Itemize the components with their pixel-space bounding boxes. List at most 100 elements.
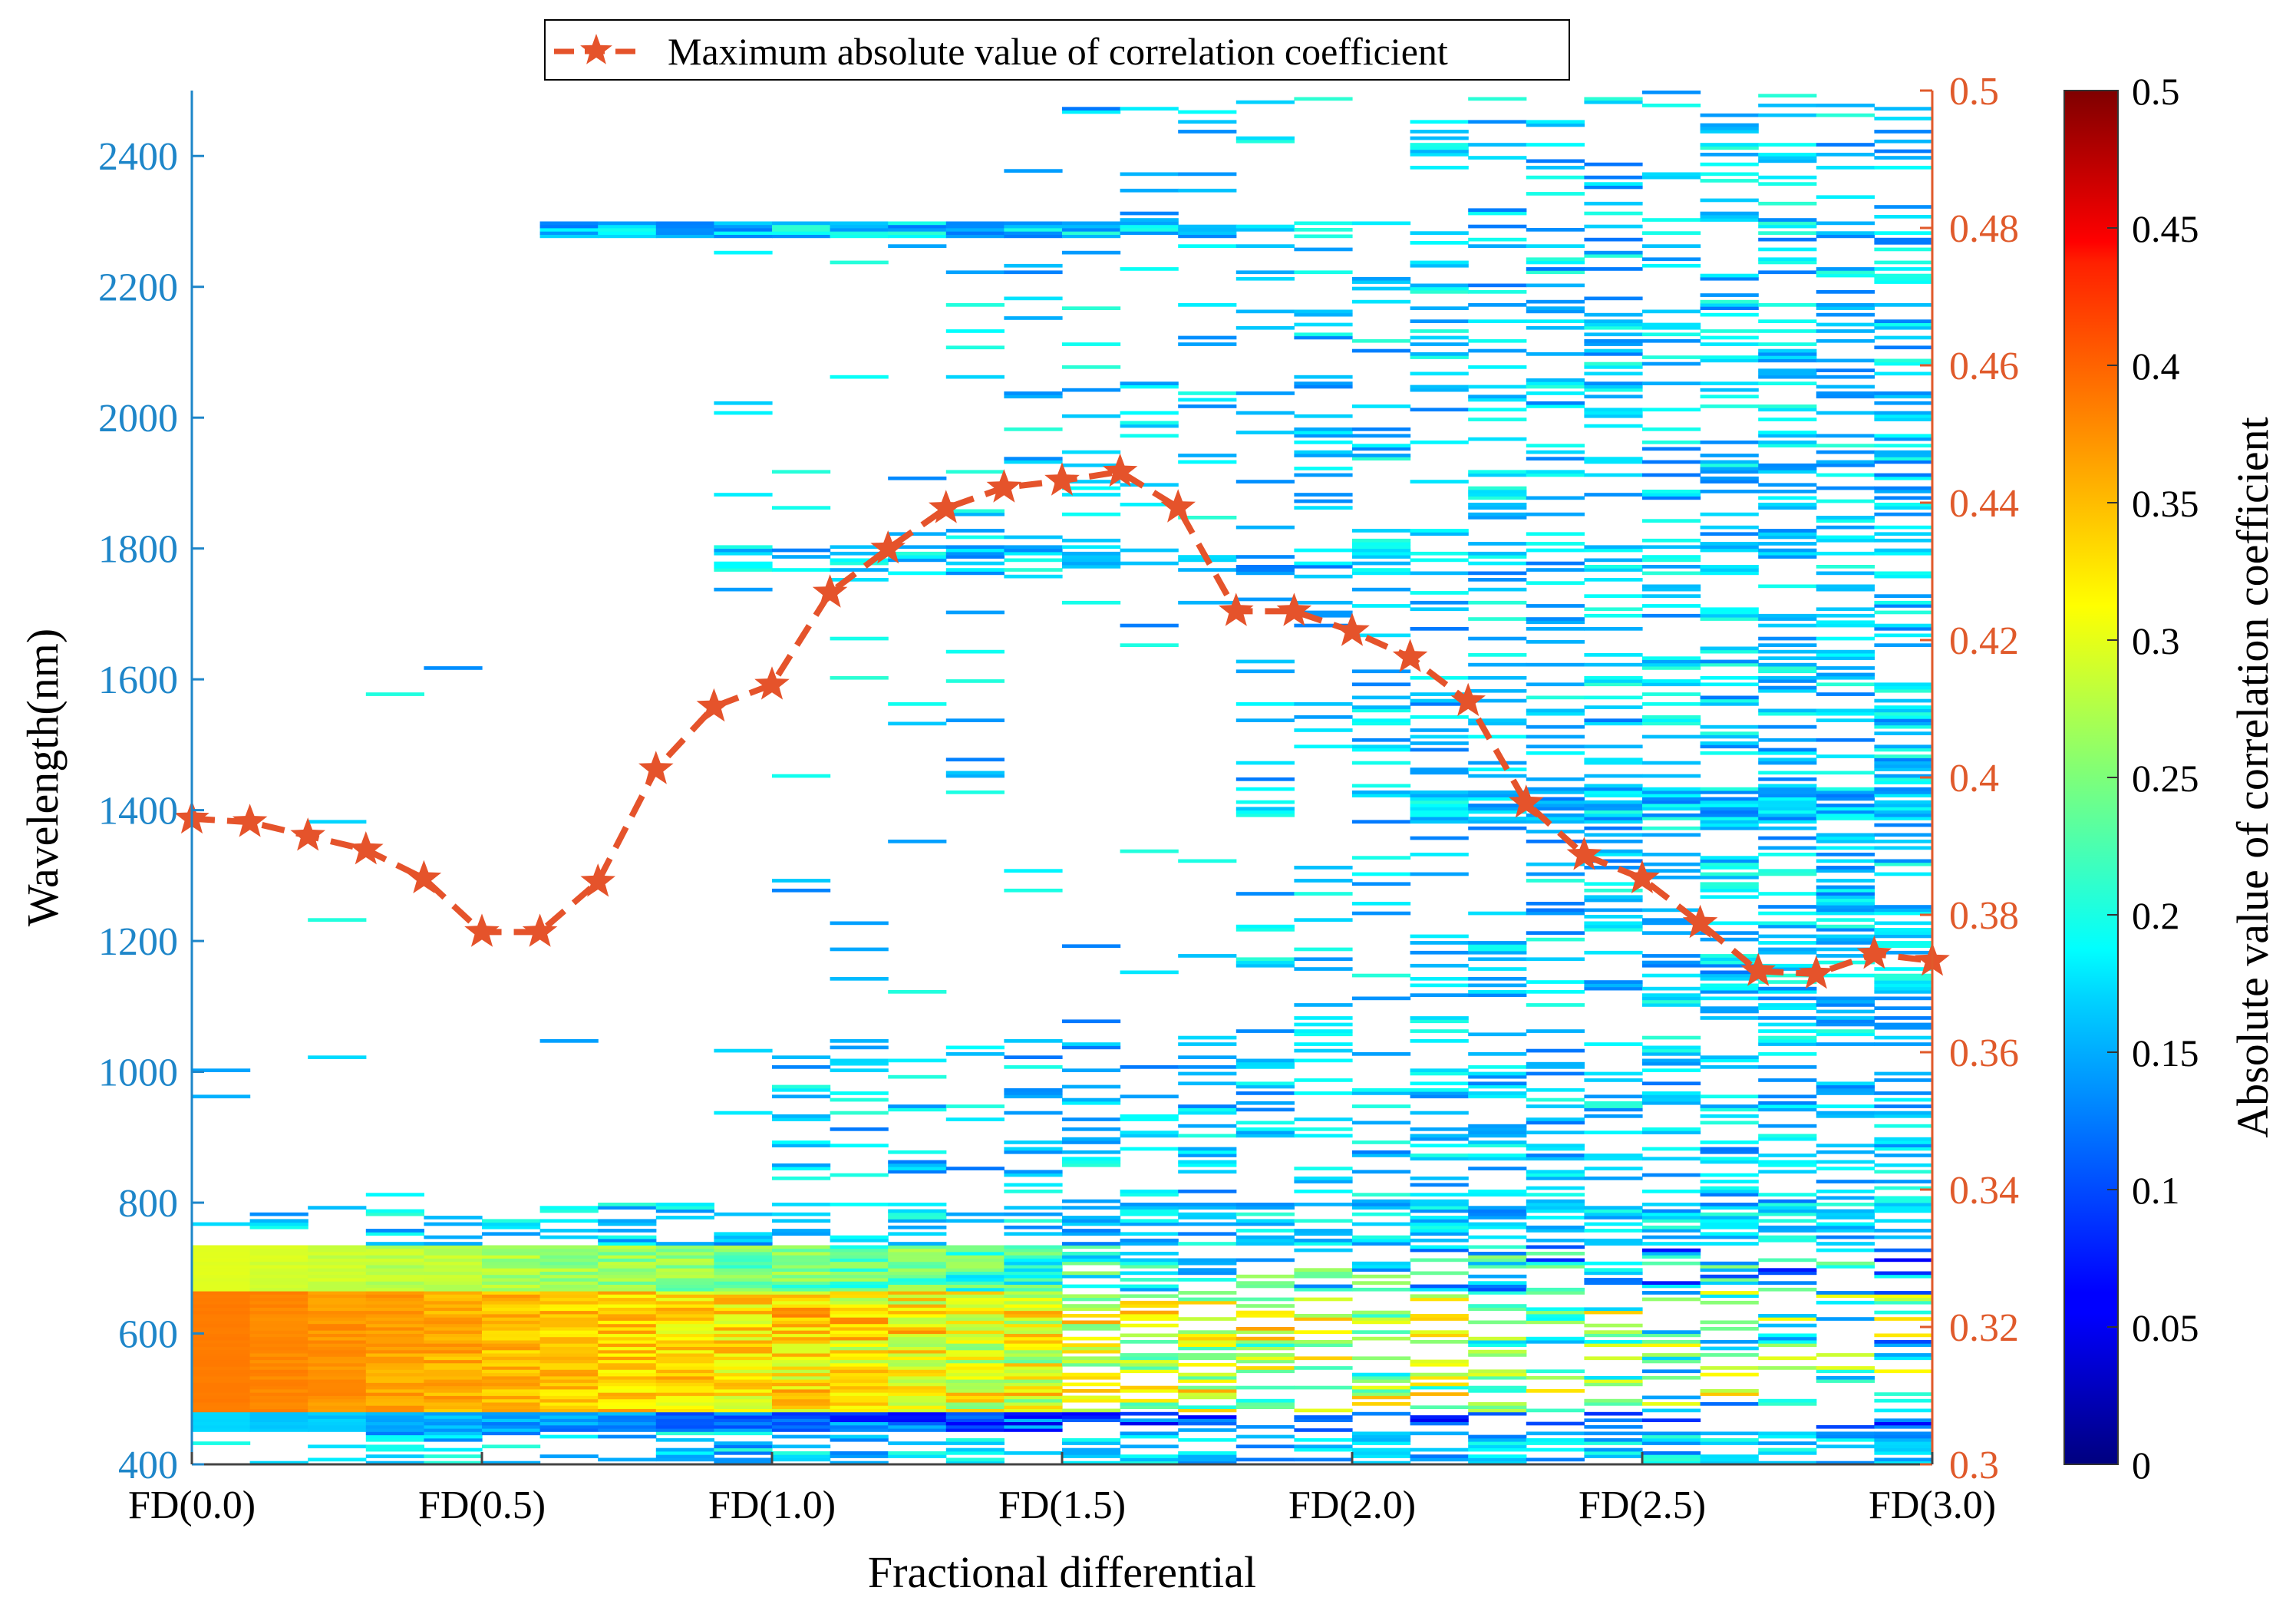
heatmap-cell bbox=[714, 548, 773, 553]
heatmap-cell bbox=[1584, 1402, 1643, 1406]
heatmap-cell bbox=[1700, 1431, 1759, 1436]
heatmap-cell bbox=[1700, 276, 1759, 281]
heatmap-cell bbox=[1816, 1196, 1875, 1200]
heatmap-cell bbox=[1294, 1022, 1353, 1027]
heatmap-cell bbox=[888, 1398, 947, 1403]
heatmap-cell bbox=[1584, 695, 1643, 700]
heatmap-cell bbox=[655, 1428, 714, 1432]
heatmap-cell bbox=[888, 1395, 947, 1400]
heatmap-cell bbox=[772, 506, 831, 510]
heatmap-cell bbox=[772, 1349, 831, 1354]
heatmap-cell bbox=[598, 1317, 657, 1321]
heatmap-cell bbox=[1178, 1147, 1237, 1151]
heatmap-cell bbox=[1758, 1199, 1817, 1203]
heatmap-cell bbox=[1410, 342, 1469, 346]
heatmap-cell bbox=[1294, 1343, 1353, 1347]
heatmap-cell bbox=[1642, 1127, 1701, 1131]
heatmap-cell bbox=[945, 1353, 1004, 1357]
heatmap-cell bbox=[1120, 1209, 1179, 1213]
heatmap-cell bbox=[192, 1323, 251, 1328]
heatmap-cell bbox=[1584, 1167, 1643, 1170]
heatmap-cell bbox=[1178, 1389, 1237, 1393]
heatmap-cell bbox=[308, 1265, 367, 1269]
heatmap-cell bbox=[830, 1461, 889, 1464]
heatmap-cell bbox=[655, 1327, 714, 1331]
heatmap-cell bbox=[945, 1245, 1004, 1249]
heatmap-cell bbox=[1004, 1140, 1063, 1144]
heatmap-cell bbox=[1584, 342, 1643, 346]
heatmap-cell bbox=[598, 1398, 657, 1403]
heatmap-cell bbox=[1410, 319, 1469, 323]
heatmap-cell bbox=[1758, 771, 1817, 775]
heatmap-cell bbox=[1816, 1437, 1875, 1442]
heatmap-cell bbox=[192, 1222, 251, 1226]
heatmap-cell bbox=[1004, 1333, 1063, 1338]
heatmap-cell bbox=[1758, 1065, 1817, 1069]
heatmap-cell bbox=[1700, 607, 1759, 612]
heatmap-cell bbox=[249, 1265, 308, 1269]
left-tick-label: 1800 bbox=[98, 528, 178, 572]
heatmap-cell bbox=[1816, 947, 1875, 952]
heatmap-cell bbox=[830, 1336, 889, 1341]
heatmap-cell bbox=[714, 1274, 773, 1279]
heatmap-cell bbox=[1700, 937, 1759, 942]
heatmap-cell bbox=[1120, 1242, 1179, 1246]
heatmap-cell bbox=[308, 1271, 367, 1276]
heatmap-cell bbox=[1874, 1235, 1932, 1239]
heatmap-cell bbox=[655, 1258, 714, 1262]
heatmap-cell bbox=[1294, 1232, 1353, 1236]
heatmap-cell bbox=[1758, 751, 1817, 755]
heatmap-cell bbox=[1526, 1209, 1585, 1213]
heatmap-cell bbox=[1352, 1203, 1411, 1206]
heatmap-cell bbox=[1816, 1229, 1875, 1233]
heatmap-cell bbox=[1758, 643, 1817, 647]
heatmap-cell bbox=[888, 1255, 947, 1259]
heatmap-cell bbox=[308, 1274, 367, 1279]
heatmap-cell bbox=[945, 1291, 1004, 1295]
heatmap-cell bbox=[539, 1235, 599, 1239]
heatmap-cell bbox=[1062, 231, 1121, 235]
heatmap-cell bbox=[1410, 607, 1469, 612]
heatmap-cell bbox=[249, 1375, 308, 1380]
heatmap-cell bbox=[1410, 1068, 1469, 1072]
heatmap-cell bbox=[1816, 221, 1875, 226]
heatmap-cell bbox=[365, 1343, 424, 1347]
heatmap-cell bbox=[1352, 1212, 1411, 1216]
heatmap-cell bbox=[249, 1408, 308, 1413]
heatmap-cell bbox=[424, 1415, 483, 1419]
heatmap-cell bbox=[1235, 892, 1295, 896]
heatmap-cell bbox=[1526, 568, 1585, 572]
heatmap-cell bbox=[1178, 1356, 1237, 1361]
heatmap-cell bbox=[1410, 1330, 1469, 1334]
heatmap-cell bbox=[1700, 1242, 1759, 1246]
heatmap-cell bbox=[1294, 1091, 1353, 1095]
heatmap-cell bbox=[1758, 826, 1817, 830]
heatmap-cell bbox=[772, 228, 831, 232]
heatmap-cell bbox=[1874, 1300, 1932, 1305]
heatmap-cell bbox=[1816, 1003, 1875, 1007]
heatmap-cell bbox=[1468, 1265, 1527, 1269]
heatmap-cell bbox=[1642, 999, 1701, 1004]
heatmap-cell bbox=[1178, 568, 1237, 572]
heatmap-cell bbox=[1410, 1222, 1469, 1226]
heatmap-cell bbox=[1758, 1336, 1817, 1341]
heatmap-cell bbox=[772, 888, 831, 893]
heatmap-cell bbox=[1526, 1291, 1585, 1295]
heatmap-cell bbox=[1584, 385, 1643, 389]
heatmap-cell bbox=[1700, 1193, 1759, 1196]
heatmap-cell bbox=[772, 1457, 831, 1462]
heatmap-cell bbox=[1352, 1140, 1411, 1144]
heatmap-cell bbox=[772, 1343, 831, 1347]
heatmap-cell bbox=[1062, 1454, 1121, 1458]
heatmap-cell bbox=[1352, 1434, 1411, 1439]
heatmap-cell bbox=[1004, 296, 1063, 301]
heatmap-cell bbox=[888, 1225, 947, 1229]
heatmap-cell bbox=[365, 1229, 424, 1233]
heatmap-cell bbox=[1816, 1431, 1875, 1436]
heatmap-cell bbox=[1584, 254, 1643, 258]
heatmap-cell bbox=[1758, 358, 1817, 363]
heatmap-cell bbox=[1526, 1310, 1585, 1315]
series-point-star bbox=[1450, 682, 1486, 717]
heatmap-cell bbox=[1352, 1104, 1411, 1108]
heatmap-cell bbox=[1004, 1147, 1063, 1151]
